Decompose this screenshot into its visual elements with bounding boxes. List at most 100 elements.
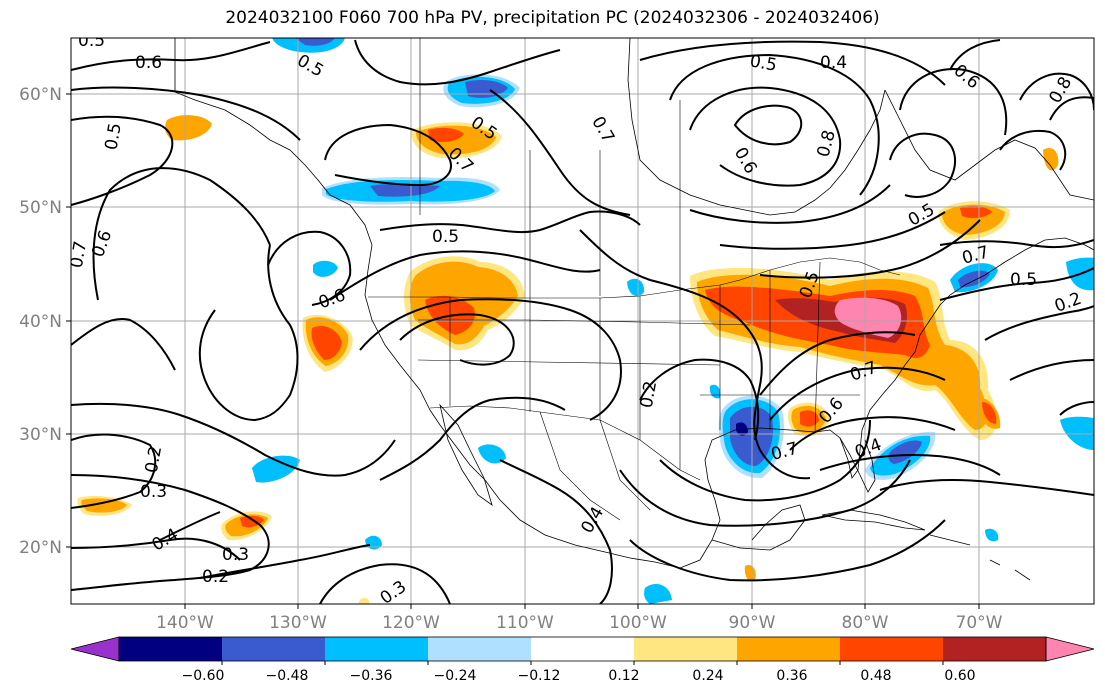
pv-contour [619, 459, 911, 527]
pv-contour [92, 167, 271, 301]
precip-alaska-orange [165, 115, 212, 141]
pv-contour [1059, 401, 1094, 416]
lon-label: 90°W [729, 613, 776, 633]
pv-contour [359, 298, 622, 421]
precip-subtrop-west-orange [81, 498, 127, 513]
colorbar-tick-label: −0.12 [518, 668, 561, 684]
precip-gulf-red [800, 410, 819, 427]
figure-title: 2024032100 F060 700 hPa PV, precipitatio… [225, 8, 880, 28]
neg-sw-atlantic-blue [888, 440, 922, 464]
precip-mexico-orange [744, 564, 756, 582]
pv-contour [71, 86, 301, 141]
colorbar-tick-label: −0.60 [182, 668, 225, 684]
pv-contour [719, 211, 946, 250]
pv-contour [354, 39, 561, 86]
border-canada-provinces [419, 38, 681, 298]
colorbar-extend-low [70, 636, 120, 662]
pv-contour [999, 130, 1067, 171]
pv-contour [819, 453, 1001, 476]
pv-contour [939, 267, 1094, 301]
pv-contour [489, 89, 631, 216]
lon-label: 100°W [609, 613, 667, 633]
contour-label: 0.5 [78, 31, 105, 51]
colorbar-tick-label: 0.60 [944, 668, 975, 684]
precip-atlantic-red [982, 402, 997, 424]
neg-atlantic-ne-blue [958, 270, 990, 288]
coastlines [174, 38, 1094, 581]
coast-west-us [364, 244, 681, 569]
border-mexico-states [539, 411, 651, 521]
colorbar-tick-label: −0.24 [434, 668, 477, 684]
contour-label: 0.7 [67, 240, 91, 270]
pv-contour [71, 537, 241, 561]
axis-ticks [66, 93, 980, 609]
colorbar-cell [428, 637, 531, 661]
pv-contour [669, 53, 880, 196]
contour-label: 0.5 [101, 121, 125, 151]
pv-contours [71, 39, 1094, 604]
lat-label: 60°N [19, 85, 62, 105]
lon-labels: 140°W 130°W 120°W 110°W 100°W 90°W 80°W … [156, 613, 1003, 633]
precip-small-1 [358, 597, 370, 604]
pv-contour [319, 563, 451, 604]
neg-pacific-mid-cyan [252, 455, 300, 483]
neg-canada-band-blue [370, 183, 440, 197]
pv-contour [159, 511, 221, 541]
neg-atlantic-se-cyan [1060, 416, 1094, 450]
coast-florida [839, 437, 876, 493]
pv-contour [379, 210, 641, 234]
neg-ca-small-cyan [478, 444, 506, 464]
colorbar-tick-label: 0.12 [608, 668, 639, 684]
pv-contour [71, 402, 396, 477]
pv-contour [629, 519, 946, 582]
contour-label: 0.5 [748, 51, 778, 75]
neg-pacific-small-cyan [313, 260, 338, 277]
pv-contour [199, 544, 371, 579]
pv-contour [71, 318, 176, 371]
contour-label: 0.5 [1010, 270, 1037, 290]
contour-label: 0.2 [202, 567, 229, 587]
colorbar-frame [118, 636, 1047, 662]
colorbar-extend-high [1045, 636, 1095, 662]
neg-arctic-blue [295, 38, 335, 46]
neg-plains-cyan [627, 278, 645, 297]
pv-contour [733, 104, 803, 146]
pv-contour [879, 479, 1094, 496]
lon-label: 70°W [956, 613, 1003, 633]
pv-contour [329, 250, 601, 301]
contour-label: 0.2 [637, 380, 661, 410]
pv-contour [71, 474, 270, 591]
lat-label: 30°N [19, 425, 62, 445]
pv-contour [71, 41, 271, 71]
colorbar-tick-label: 0.48 [860, 668, 891, 684]
lat-label: 20°N [19, 538, 62, 558]
lon-label: 110°W [496, 613, 554, 633]
pv-contour [984, 305, 1094, 341]
pv-contour [889, 132, 956, 198]
coast-baja [439, 403, 493, 507]
neg-gulf-navy [736, 422, 748, 436]
coast-labrador [884, 89, 1094, 201]
pv-contour [1049, 96, 1094, 121]
precip-canada-red [428, 127, 464, 142]
pv-contour [71, 433, 157, 509]
lat-label: 40°N [19, 312, 62, 332]
pv-contour [689, 86, 842, 187]
border-us-states [417, 261, 860, 470]
colorbar-tick-label: −0.36 [350, 668, 393, 684]
contour-label: 0.3 [222, 545, 249, 565]
pv-contour [789, 416, 956, 451]
pv-contour [639, 40, 946, 86]
colorbar-cells [70, 636, 1095, 662]
pv-contour [759, 219, 981, 279]
neg-carib-cyan [985, 528, 999, 542]
contour-label: 0.3 [140, 482, 167, 502]
pv-contour [689, 184, 891, 224]
pv-contour [939, 239, 1094, 249]
coast-alaska [174, 38, 373, 246]
pv-contour [399, 313, 515, 366]
pv-contour [899, 68, 1008, 136]
coast-east-us [861, 237, 1094, 431]
lon-label: 80°W [842, 613, 889, 633]
contour-label: 0.4 [820, 53, 847, 73]
